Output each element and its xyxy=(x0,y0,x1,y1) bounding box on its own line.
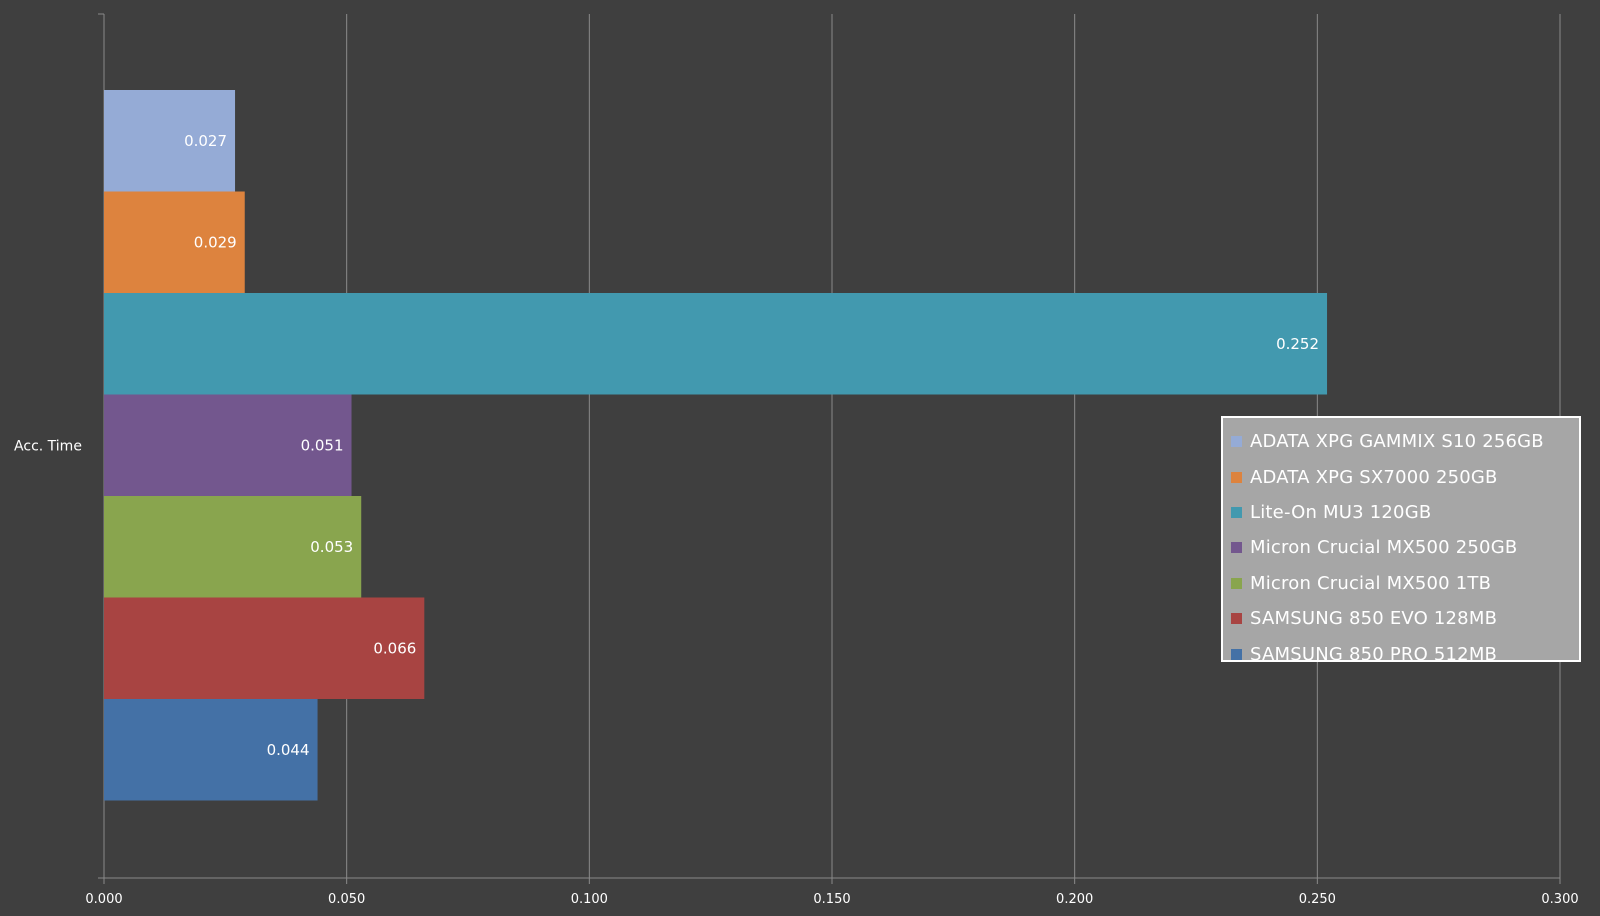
legend-label: Lite-On MU3 120GB xyxy=(1250,501,1432,523)
data-label: 0.044 xyxy=(267,741,310,759)
legend-swatch xyxy=(1231,577,1242,589)
legend-item: SAMSUNG 850 EVO 128MB xyxy=(1231,601,1579,636)
x-tick-label: 0.100 xyxy=(571,892,608,907)
legend-swatch xyxy=(1231,613,1242,625)
data-label: 0.053 xyxy=(310,538,353,556)
legend-label: Micron Crucial MX500 250GB xyxy=(1250,537,1518,559)
legend-item: Lite-On MU3 120GB xyxy=(1231,495,1579,530)
legend-swatch xyxy=(1231,471,1242,483)
legend: ADATA XPG GAMMIX S10 256GB ADATA XPG SX70… xyxy=(1221,416,1581,665)
legend-item: ADATA XPG GAMMIX S10 256GB xyxy=(1231,424,1579,459)
bar xyxy=(104,293,1328,395)
category-label: Acc. Time xyxy=(14,438,82,454)
bar xyxy=(104,496,362,598)
bar xyxy=(104,394,352,496)
data-label: 0.051 xyxy=(301,436,344,454)
bar xyxy=(104,597,425,699)
data-label: 0.066 xyxy=(373,639,416,657)
data-label: 0.027 xyxy=(184,132,227,150)
bar xyxy=(104,699,318,801)
x-tick-label: 0.050 xyxy=(328,892,365,907)
legend-swatch xyxy=(1231,506,1242,518)
legend-swatch xyxy=(1231,436,1242,448)
legend-label: SAMSUNG 850 PRO 512MB xyxy=(1250,643,1498,665)
legend-item: Micron Crucial MX500 250GB xyxy=(1231,530,1579,565)
bar xyxy=(104,191,245,293)
x-tick-label: 0.000 xyxy=(85,892,122,907)
legend-label: SAMSUNG 850 EVO 128MB xyxy=(1250,608,1498,630)
data-label: 0.252 xyxy=(1276,335,1319,353)
legend-swatch xyxy=(1231,542,1242,554)
x-tick-label: 0.150 xyxy=(813,892,850,907)
x-tick-label: 0.250 xyxy=(1299,892,1336,907)
legend-label: ADATA XPG SX7000 250GB xyxy=(1250,466,1498,488)
legend-label: Micron Crucial MX500 1TB xyxy=(1250,572,1492,594)
legend-item: SAMSUNG 850 PRO 512MB xyxy=(1231,636,1579,671)
data-label: 0.029 xyxy=(194,233,237,251)
bar xyxy=(104,90,236,192)
legend-item: Micron Crucial MX500 1TB xyxy=(1231,566,1579,601)
legend-item: ADATA XPG SX7000 250GB xyxy=(1231,459,1579,494)
legend-swatch xyxy=(1231,648,1242,660)
x-tick-label: 0.300 xyxy=(1541,892,1578,907)
legend-label: ADATA XPG GAMMIX S10 256GB xyxy=(1250,431,1544,453)
x-tick-label: 0.200 xyxy=(1056,892,1093,907)
